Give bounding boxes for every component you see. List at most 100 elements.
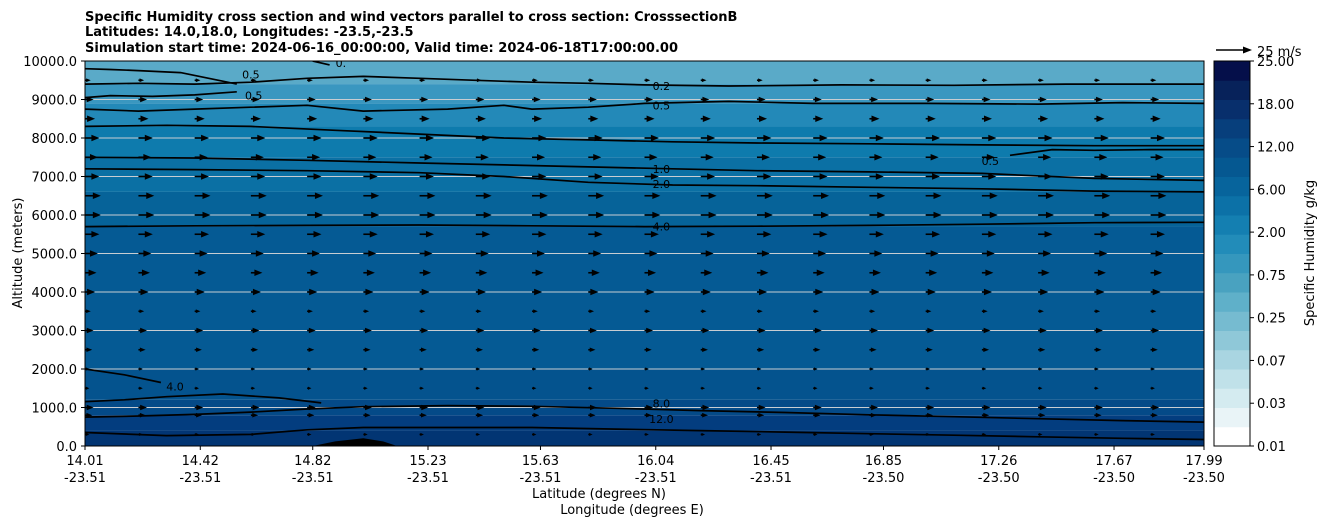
contour-line-11	[85, 75, 1204, 87]
colorbar-segment-19	[1214, 61, 1250, 81]
wind-vector	[85, 154, 98, 161]
wind-vector	[475, 404, 485, 411]
wind-vector	[307, 134, 322, 142]
wind-vector	[532, 115, 543, 122]
wind-vector	[532, 173, 547, 180]
wind-vector	[756, 96, 766, 103]
wind-key-label: 25 m/s	[1257, 45, 1302, 60]
wind-vector	[981, 173, 997, 180]
wind-vector	[250, 211, 267, 219]
wind-vector	[1204, 433, 1208, 436]
y-axis: 0.0 1000.0 2000.0 3000.0 4000.0 5000.0 6000.0 7…	[23, 55, 85, 455]
x-tick-label-lon: -23.51	[179, 471, 221, 486]
wind-vector	[813, 96, 822, 103]
wind-vector	[1094, 231, 1109, 238]
terrain	[312, 438, 398, 446]
x-tick-label-lon: -23.51	[292, 471, 334, 486]
wind-vector	[925, 250, 939, 257]
wind-vector	[1038, 231, 1053, 238]
contour-line-9	[85, 100, 1204, 112]
wind-vector	[644, 173, 659, 180]
colorbar-segment-3	[1214, 369, 1250, 389]
colorbar-segment-8	[1214, 272, 1250, 293]
wind-vector	[307, 404, 316, 411]
wind-vector	[644, 154, 658, 161]
contour-line-10	[85, 90, 237, 99]
colorbar-tick-label: 0.75	[1257, 269, 1286, 284]
wind-vector	[307, 327, 316, 334]
wind-vector	[588, 269, 600, 276]
wind-vector	[869, 432, 874, 437]
y-tick-label: 1000.0	[32, 402, 78, 417]
wind-vector	[363, 78, 370, 83]
wind-vector	[588, 432, 593, 437]
wind-vector	[1204, 78, 1210, 82]
wind-vector	[813, 288, 824, 296]
contour-label-0: 12.0	[649, 413, 674, 426]
humidity-band-3	[85, 369, 1204, 400]
wind-vector	[475, 367, 481, 371]
wind-vector	[138, 386, 143, 390]
wind-vector	[250, 404, 260, 411]
wind-vector	[925, 154, 939, 161]
wind-vector	[138, 96, 148, 103]
wind-vector	[475, 412, 484, 418]
wind-vector	[700, 386, 706, 390]
wind-vector	[813, 173, 828, 180]
wind-vector	[1094, 404, 1103, 411]
wind-vector	[250, 367, 256, 371]
colorbar-tick-label: 0.25	[1257, 312, 1286, 327]
wind-vector	[756, 309, 763, 314]
wind-vector	[981, 96, 991, 103]
wind-vector	[194, 250, 208, 257]
wind-vector	[869, 134, 884, 142]
wind-vector	[813, 347, 821, 353]
y-tick-label: 4000.0	[32, 286, 78, 301]
wind-vector	[644, 134, 659, 142]
wind-vector	[869, 367, 874, 371]
wind-vector	[869, 404, 879, 411]
wind-vector	[813, 269, 825, 276]
wind-vector	[532, 269, 544, 276]
wind-vector	[475, 309, 482, 314]
wind-vector	[869, 231, 884, 238]
wind-vector	[981, 404, 991, 411]
wind-vector	[1150, 412, 1158, 418]
wind-vector	[194, 78, 201, 83]
wind-vector	[419, 269, 432, 276]
wind-vector	[700, 78, 707, 83]
colorbar-segment-1	[1214, 407, 1250, 428]
wind-vector	[138, 250, 152, 257]
wind-vector	[700, 309, 707, 314]
wind-vector	[1094, 211, 1111, 219]
colorbar-segment-18	[1214, 80, 1250, 100]
wind-vector	[813, 192, 830, 199]
wind-vector	[363, 96, 372, 103]
wind-vector	[1038, 367, 1043, 371]
wind-vector	[1038, 386, 1043, 390]
wind-vector	[700, 347, 708, 353]
wind-vector	[419, 367, 424, 371]
wind-vector	[363, 250, 377, 257]
wind-vector	[644, 432, 649, 437]
wind-vector	[1094, 250, 1108, 257]
x-tick-label-lat: 17.26	[980, 454, 1017, 469]
wind-vector	[644, 231, 659, 238]
wind-vector	[307, 96, 316, 103]
wind-vector	[756, 134, 772, 142]
wind-vector	[981, 269, 994, 276]
wind-vector	[532, 327, 541, 334]
wind-vector	[138, 412, 146, 418]
wind-vector	[307, 412, 315, 418]
contour-label-12: 0.5	[242, 68, 260, 81]
wind-vector	[307, 367, 312, 371]
wind-vector	[644, 78, 651, 83]
contour-line-8	[85, 124, 1204, 147]
wind-vector	[194, 404, 204, 411]
wind-vector	[307, 78, 313, 83]
wind-vector	[85, 115, 96, 122]
contour-label-11: 0.2	[653, 80, 671, 93]
wind-vector	[1150, 404, 1160, 411]
wind-key-arrow-head	[1243, 46, 1252, 54]
wind-vector	[1094, 173, 1109, 180]
